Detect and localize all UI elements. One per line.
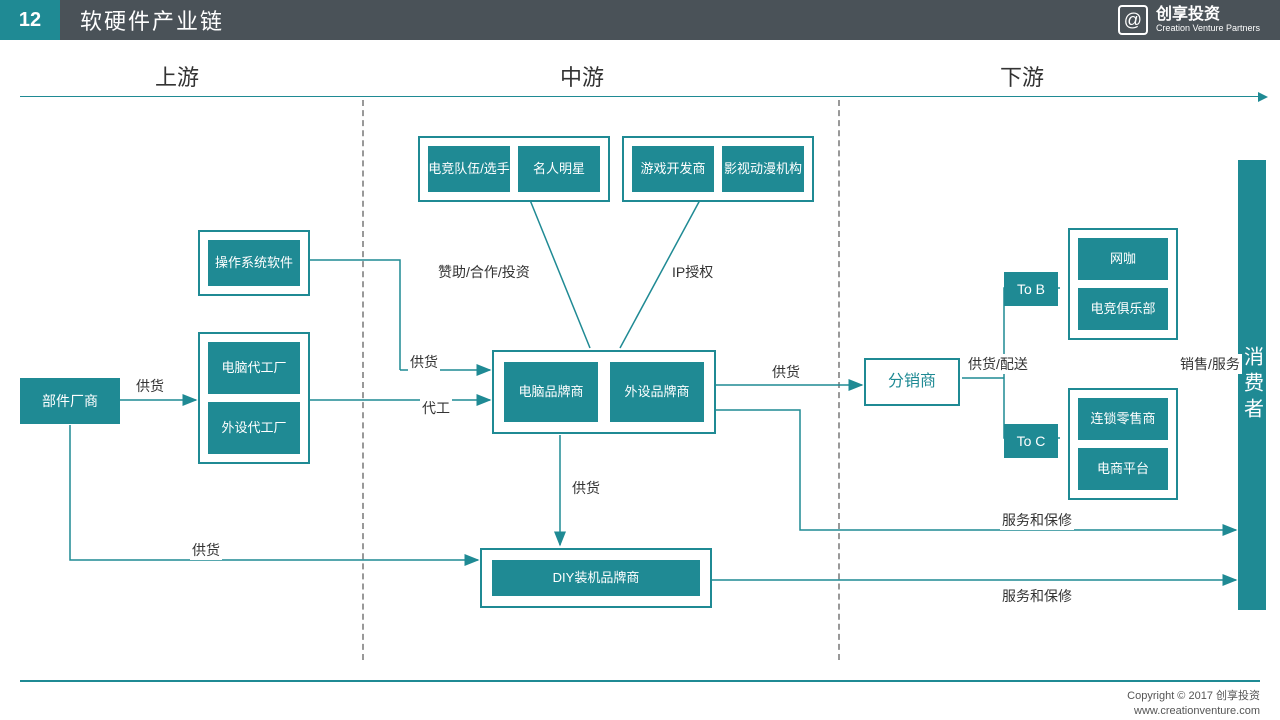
- label-supply-3: 供货: [770, 362, 802, 382]
- node-retail-chain: 连锁零售商: [1078, 398, 1168, 440]
- node-tob: To B: [1004, 272, 1058, 306]
- label-supply-deliver: 供货/配送: [966, 354, 1030, 374]
- node-diy-brand: DIY装机品牌商: [492, 560, 700, 596]
- group-fab: 电脑代工厂 外设代工厂: [198, 332, 310, 464]
- node-peripheral-brand: 外设品牌商: [610, 362, 704, 422]
- node-os-software: 操作系统软件: [208, 240, 300, 286]
- label-supply-4: 供货: [570, 478, 602, 498]
- section-downstream: 下游: [1000, 60, 1044, 92]
- group-ip: 游戏开发商 影视动漫机构: [622, 136, 814, 202]
- brand-block: @ 创享投资 Creation Venture Partners: [1118, 0, 1260, 40]
- slide-header: 12 软硬件产业链 @ 创享投资 Creation Venture Partne…: [0, 0, 1280, 40]
- node-ecommerce: 电商平台: [1078, 448, 1168, 490]
- label-supply-5: 供货: [190, 540, 222, 560]
- footer-copyright: Copyright © 2017 创享投资: [1127, 689, 1260, 703]
- bottom-rule: [20, 680, 1260, 682]
- node-distributor: 分销商: [864, 358, 960, 406]
- slide-title: 软硬件产业链: [60, 4, 224, 36]
- label-sale-service: 销售/服务: [1178, 354, 1242, 374]
- slide-footer: Copyright © 2017 创享投资 www.creationventur…: [1127, 689, 1260, 718]
- slide-number: 12: [0, 0, 60, 40]
- label-supply-1: 供货: [134, 376, 166, 396]
- label-sponsor: 赞助/合作/投资: [436, 262, 532, 282]
- footer-url: www.creationventure.com: [1127, 704, 1260, 718]
- node-pc-fab: 电脑代工厂: [208, 342, 300, 394]
- label-supply-2: 供货: [408, 352, 440, 372]
- group-toc-targets: 连锁零售商 电商平台: [1068, 388, 1178, 500]
- node-gamedev: 游戏开发商: [632, 146, 714, 192]
- node-anime: 影视动漫机构: [722, 146, 804, 192]
- brand-icon: @: [1118, 5, 1148, 35]
- label-oem: 代工: [420, 398, 452, 418]
- group-tob-targets: 网咖 电竞俱乐部: [1068, 228, 1178, 340]
- brand-en: Creation Venture Partners: [1156, 24, 1260, 34]
- node-component-vendor: 部件厂商: [20, 378, 120, 424]
- node-celebrity: 名人明星: [518, 146, 600, 192]
- section-upstream: 上游: [155, 60, 199, 92]
- group-brand: 电脑品牌商 外设品牌商: [492, 350, 716, 434]
- node-peripheral-fab: 外设代工厂: [208, 402, 300, 454]
- node-netcafe: 网咖: [1078, 238, 1168, 280]
- divider-up-mid: [362, 100, 364, 660]
- node-consumer: 消费者: [1238, 160, 1266, 610]
- node-esports: 电竞队伍/选手: [428, 146, 510, 192]
- section-axis: [20, 96, 1260, 97]
- node-esports-club: 电竞俱乐部: [1078, 288, 1168, 330]
- section-midstream: 中游: [560, 60, 604, 92]
- divider-mid-down: [838, 100, 840, 660]
- group-diy: DIY装机品牌商: [480, 548, 712, 608]
- diagram-canvas: 上游 中游 下游: [0, 40, 1280, 690]
- brand-cn: 创享投资: [1156, 6, 1260, 24]
- label-service-warranty-2: 服务和保修: [1000, 586, 1074, 606]
- label-ip: IP授权: [670, 262, 715, 282]
- label-service-warranty-1: 服务和保修: [1000, 510, 1074, 530]
- node-toc: To C: [1004, 424, 1058, 458]
- node-pc-brand: 电脑品牌商: [504, 362, 598, 422]
- group-os: 操作系统软件: [198, 230, 310, 296]
- group-sponsor: 电竞队伍/选手 名人明星: [418, 136, 610, 202]
